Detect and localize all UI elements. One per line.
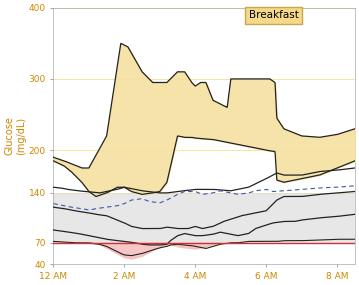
- Bar: [53, 193, 355, 243]
- Y-axis label: Glucose
(mg/dL): Glucose (mg/dL): [4, 117, 26, 155]
- Text: Breakfast: Breakfast: [248, 10, 298, 20]
